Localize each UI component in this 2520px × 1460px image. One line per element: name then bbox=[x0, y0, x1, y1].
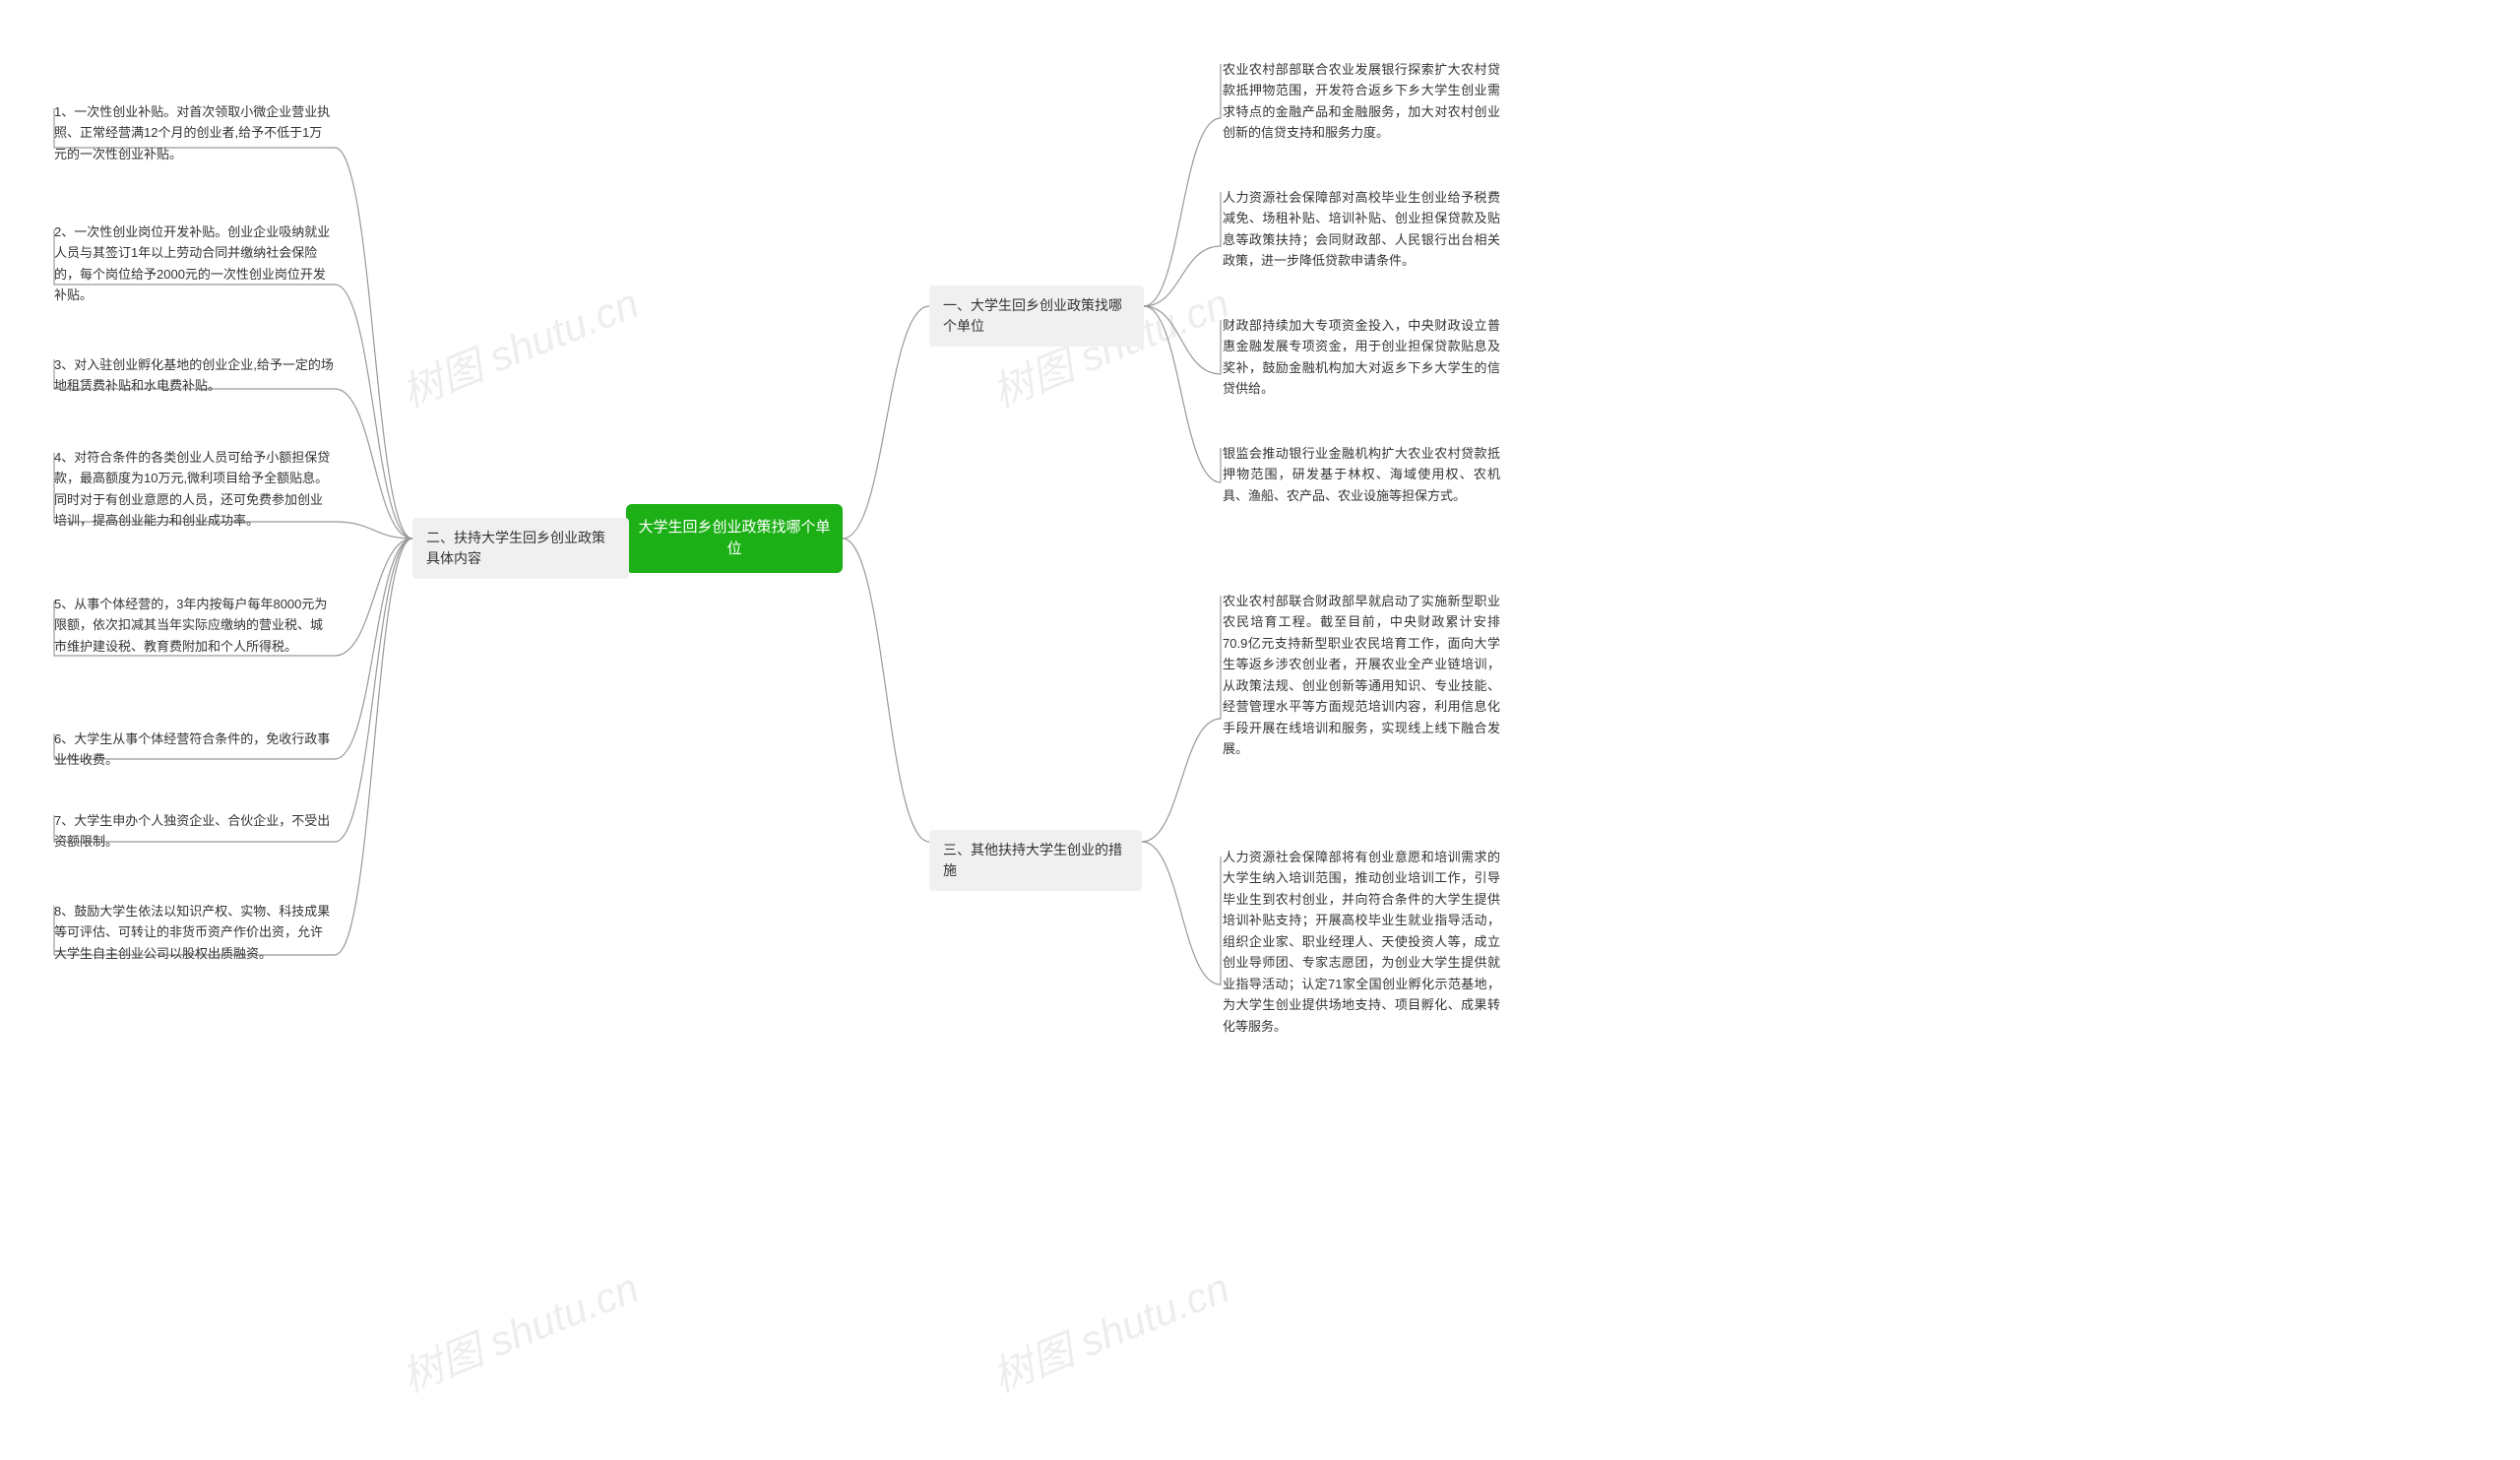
watermark: 树图 shutu.cn bbox=[392, 271, 647, 420]
leaf-b2-4: 4、对符合条件的各类创业人员可给予小额担保贷款，最高额度为10万元,微利项目给予… bbox=[54, 447, 335, 532]
leaf-b2-7: 7、大学生申办个人独资企业、合伙企业，不受出资额限制。 bbox=[54, 810, 335, 853]
mindmap-container: 树图 shutu.cn 树图 shutu.cn 树图 shutu.cn 树图 s… bbox=[0, 0, 2520, 1460]
branch-node-2: 二、扶持大学生回乡创业政策具体内容 bbox=[412, 518, 629, 579]
leaf-b2-1: 1、一次性创业补贴。对首次领取小微企业营业执照、正常经营满12个月的创业者,给予… bbox=[54, 101, 335, 164]
watermark: 树图 shutu.cn bbox=[982, 1255, 1237, 1405]
leaf-b2-2: 2、一次性创业岗位开发补贴。创业企业吸纳就业人员与其签订1年以上劳动合同并缴纳社… bbox=[54, 222, 335, 306]
branch-node-1: 一、大学生回乡创业政策找哪个单位 bbox=[929, 286, 1144, 347]
leaf-b1-2: 人力资源社会保障部对高校毕业生创业给予税费减免、场租补贴、培训补贴、创业担保贷款… bbox=[1223, 187, 1500, 272]
leaf-b1-4: 银监会推动银行业金融机构扩大农业农村贷款抵押物范围，研发基于林权、海域使用权、农… bbox=[1223, 443, 1500, 506]
leaf-b2-3: 3、对入驻创业孵化基地的创业企业,给予一定的场地租赁费补贴和水电费补贴。 bbox=[54, 354, 335, 397]
leaf-b1-1: 农业农村部部联合农业发展银行探索扩大农村贷款抵押物范围，开发符合返乡下乡大学生创… bbox=[1223, 59, 1500, 144]
leaf-b3-2: 人力资源社会保障部将有创业意愿和培训需求的大学生纳入培训范围，推动创业培训工作，… bbox=[1223, 847, 1500, 1037]
leaf-b1-3: 财政部持续加大专项资金投入，中央财政设立普惠金融发展专项资金，用于创业担保贷款贴… bbox=[1223, 315, 1500, 400]
leaf-b2-6: 6、大学生从事个体经营符合条件的，免收行政事业性收费。 bbox=[54, 729, 335, 771]
watermark: 树图 shutu.cn bbox=[392, 1255, 647, 1405]
leaf-b2-8: 8、鼓励大学生依法以知识产权、实物、科技成果等可评估、可转让的非货币资产作价出资… bbox=[54, 901, 335, 964]
leaf-b2-5: 5、从事个体经营的，3年内按每户每年8000元为限额，依次扣减其当年实际应缴纳的… bbox=[54, 594, 335, 657]
branch-node-3: 三、其他扶持大学生创业的措施 bbox=[929, 830, 1142, 891]
center-node: 大学生回乡创业政策找哪个单位 bbox=[626, 504, 843, 573]
leaf-b3-1: 农业农村部联合财政部早就启动了实施新型职业农民培育工程。截至目前，中央财政累计安… bbox=[1223, 591, 1500, 760]
